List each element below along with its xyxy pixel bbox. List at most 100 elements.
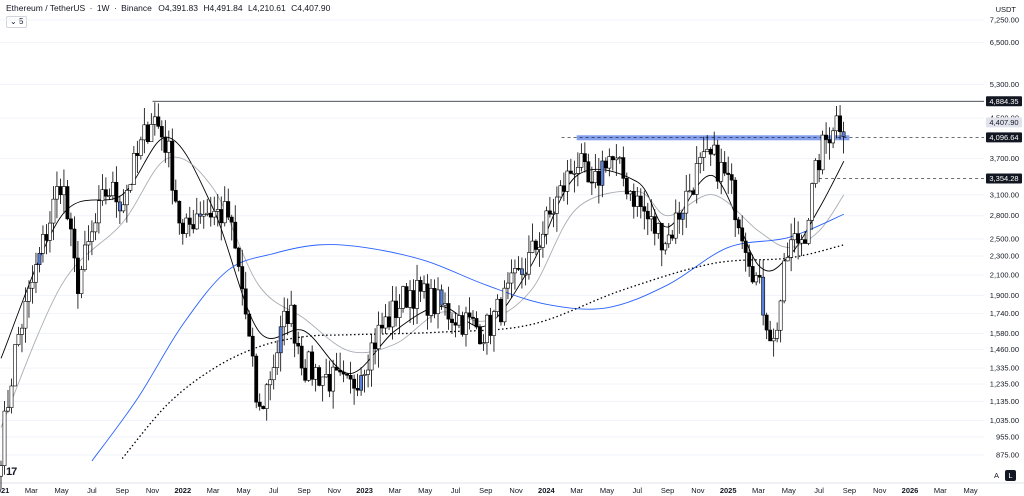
moving-average-4 [121,244,844,459]
candle-body [485,314,489,343]
candle-body [799,239,804,244]
candle-body [48,222,52,241]
candle-body [691,190,696,195]
candle-body [810,183,815,221]
log-scale-button[interactable]: L [1005,470,1016,481]
candle-body [306,351,311,381]
candle-body [792,233,797,241]
time-tick-label: Mar [207,486,220,495]
candle-body [656,223,661,234]
symbol-name[interactable]: Ethereum / TetherUS [6,3,86,13]
candle-body [806,219,811,244]
candle-body [152,116,157,125]
symbol-legend[interactable]: Ethereum / TetherUS · 1W · Binance O4,39… [6,3,333,13]
candle-body [638,195,643,207]
interval[interactable]: 1W [96,3,110,13]
time-tick-label: May [55,486,69,495]
candle-body [163,136,168,153]
candle-body [278,326,283,354]
candle-body [495,298,500,312]
candle-body [411,290,416,309]
candle-body [729,174,734,181]
tradingview-logo[interactable]: 17 [6,466,17,478]
candle-body [145,124,150,142]
candle-body [345,373,350,376]
price-tick-label: 6,500.00 [990,38,1019,47]
candle-body [610,156,615,161]
price-axis[interactable]: 7,250.006,500.005,300.004,500.003,700.00… [990,16,1019,460]
candle-body [789,239,794,258]
candle-body [701,151,706,158]
candle-body [138,139,143,156]
auto-scale-button[interactable]: A [993,471,999,480]
time-axis[interactable]: 2021 Mar May Jul Sep Nov 2022 Mar May Jul Sep Nov 20… [0,486,978,495]
candle-body [586,161,591,183]
candle-body [768,329,773,342]
candle-body [673,212,678,239]
candle-body [6,407,10,412]
candle-body [747,252,752,267]
candle-body [796,233,801,244]
time-tick-label: Sep [116,486,129,495]
price-tick-label: 2,500.00 [990,235,1019,244]
time-tick-label: Mar [388,486,401,495]
candle-body [334,366,339,371]
candle-body [764,314,769,331]
candle-body [652,216,657,234]
candle-body [257,401,262,407]
candle-body [205,212,210,215]
candle-body [537,247,542,250]
time-tick-label: 2025 [720,486,737,495]
candle-body [474,318,479,328]
candle-body [327,374,332,392]
candle-body [226,201,231,218]
candle-body [264,384,269,409]
candle-body [30,281,35,289]
currency-label[interactable]: USDT [995,5,1016,14]
candle-body [100,189,105,202]
candle-body [236,247,241,267]
candle-body [401,286,405,309]
candle-body [698,157,703,164]
candle-body [149,124,154,142]
candle-body [509,272,514,284]
candle-body [614,157,619,161]
price-tick-label: 3,700.00 [990,154,1019,163]
candle-body [841,131,846,137]
candle-body [439,289,444,306]
candle-body [523,273,528,276]
candle-body [621,157,626,179]
candle-body [76,257,80,294]
candle-body [324,374,329,378]
candle-body [408,290,412,308]
price-tick-label: 1,235.00 [990,380,1019,389]
candle-body [124,190,129,206]
candle-body [394,300,398,318]
open-value: O4,391.83 [158,3,198,13]
candle-body [831,130,835,144]
time-tick-label: May [964,486,978,495]
low-value: L4,210.61 [247,3,286,13]
candle-body [121,204,126,212]
time-tick-label: Nov [146,486,160,495]
candle-body [492,311,496,336]
time-tick-label: Mar [752,486,765,495]
candle-body [446,303,451,320]
candle-body [478,326,482,345]
candle-body [51,198,56,224]
candle-body [58,186,63,196]
indicators-toggle[interactable]: ⌄ 5 [6,16,28,28]
candle-body [142,124,147,141]
candle-body [173,190,178,202]
candle-body [198,213,203,217]
candle-body [436,289,440,315]
close-value: C4,407.90 [291,3,331,13]
candle-body [527,252,531,275]
candle-body [670,234,675,239]
candle-body [838,115,842,133]
candle-body [593,171,598,183]
moving-average-2 [0,156,845,428]
candle-body [212,211,217,218]
time-tick-label: Sep [479,486,492,495]
